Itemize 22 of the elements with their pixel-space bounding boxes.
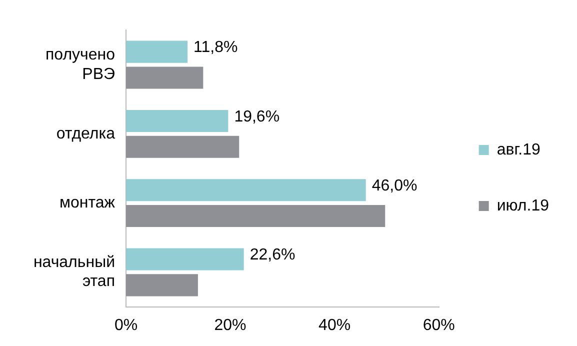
y-tick-label: начальный этап	[33, 254, 115, 290]
bar	[126, 40, 188, 63]
x-tick-label: 20%	[214, 316, 246, 334]
bar	[126, 136, 240, 158]
bar	[126, 274, 198, 296]
bar	[126, 205, 386, 228]
x-tick-label: 40%	[318, 316, 351, 334]
data-label: 22,6%	[250, 246, 296, 264]
bar	[126, 179, 366, 202]
y-tick-label: монтаж	[60, 194, 116, 212]
legend-label: июл.19	[496, 197, 550, 214]
data-label: 46,0%	[372, 178, 418, 195]
bar	[126, 66, 204, 89]
data-label: 19,6%	[234, 108, 280, 126]
legend-label: авг.19	[496, 141, 540, 158]
bar	[126, 110, 228, 132]
bar	[126, 248, 244, 270]
x-tick-label: 0%	[114, 316, 138, 334]
y-tick-label: отделка	[56, 125, 116, 142]
x-tick-label: 60%	[422, 316, 455, 334]
y-tick-label: получено РВЭ	[45, 46, 116, 83]
data-label: 11,8%	[194, 39, 238, 56]
